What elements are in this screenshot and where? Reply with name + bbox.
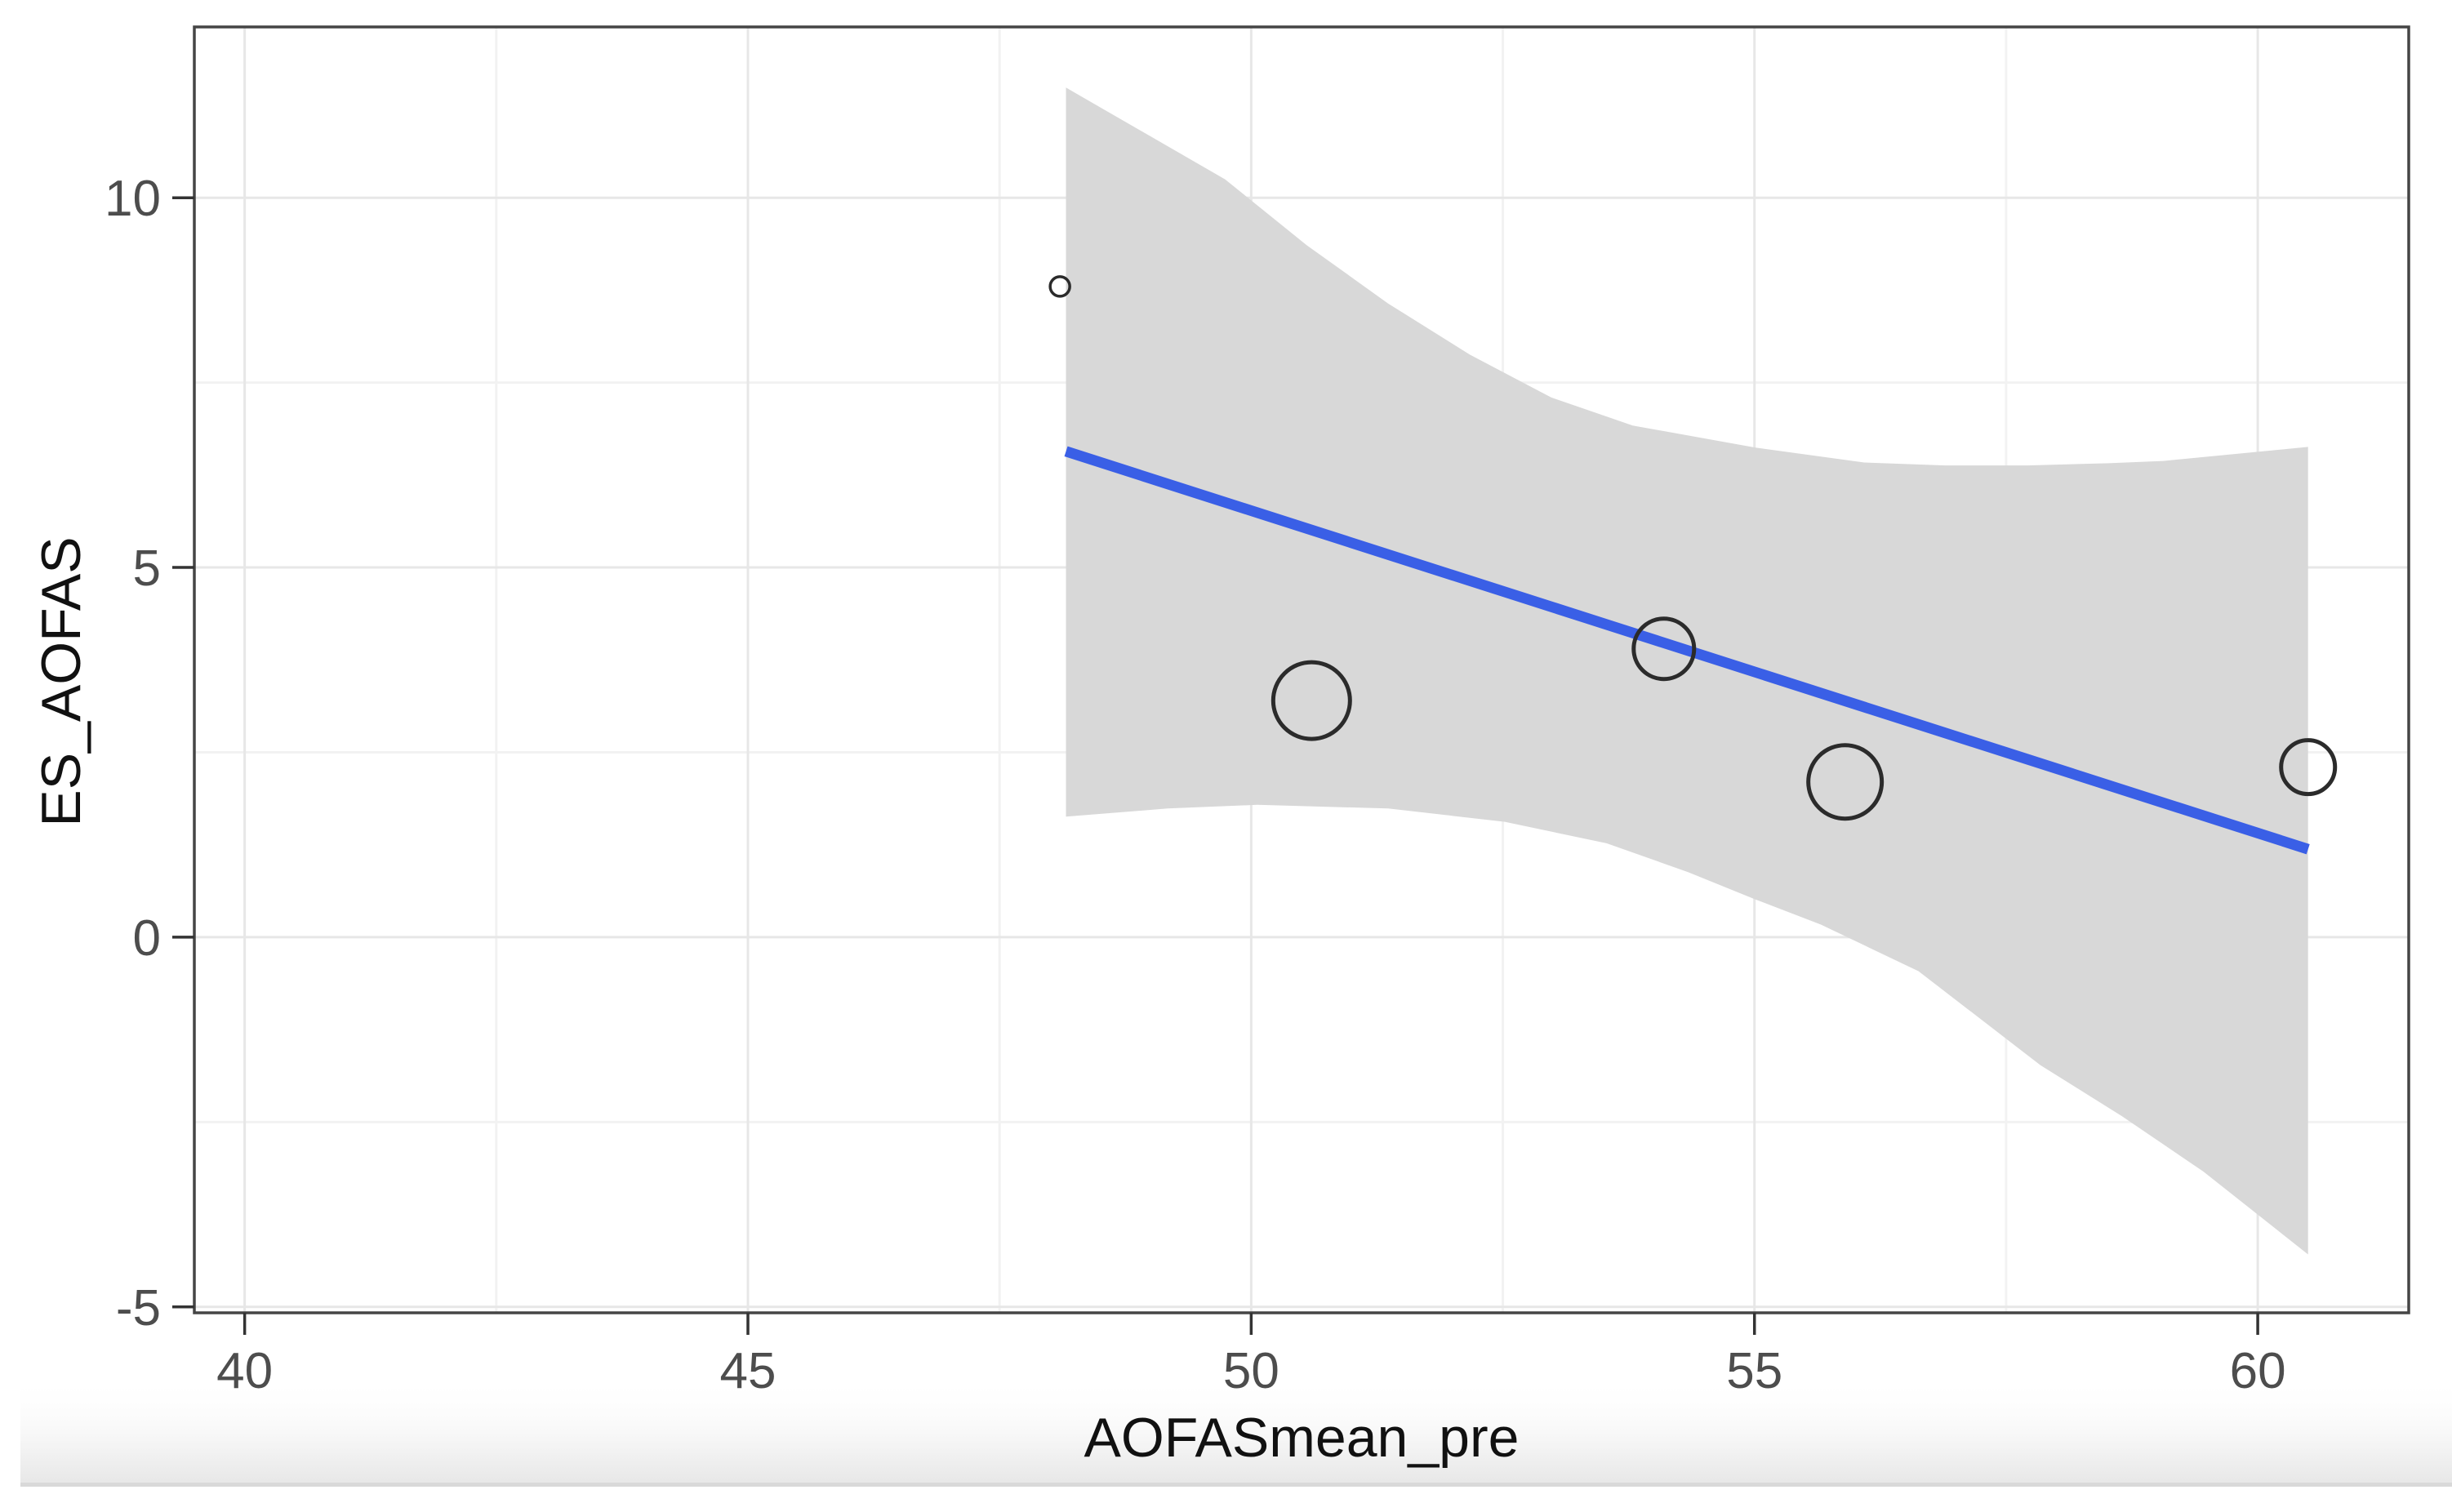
x-tick-labels: 40 45 50 55 60: [216, 1343, 2285, 1399]
y-tick-label: 10: [105, 171, 161, 227]
panel-border: [193, 25, 2410, 1314]
data-point: [1048, 275, 1071, 298]
y-tick-label: -5: [116, 1280, 161, 1336]
image-footer-shadow: [20, 1378, 2452, 1484]
axis-ticks: [172, 196, 2259, 1335]
image-footer-edge: [20, 1483, 2452, 1487]
x-tick-label: 50: [1223, 1343, 1279, 1399]
y-tick-labels: 10 5 0 -5: [105, 171, 161, 1336]
x-tick-label: 45: [720, 1343, 777, 1399]
data-points: [1048, 275, 2338, 821]
data-point: [2279, 738, 2338, 797]
y-tick-label: 0: [133, 910, 161, 967]
regression-line: [1064, 446, 2310, 855]
y-axis-title: ES_AOFAS: [30, 536, 92, 826]
data-point: [1806, 743, 1885, 821]
x-axis-title: AOFASmean_pre: [1084, 1407, 1520, 1469]
x-tick-label: 40: [216, 1343, 273, 1399]
x-tick-label: 55: [1726, 1343, 1782, 1399]
x-tick-label: 60: [2230, 1343, 2286, 1399]
data-point: [1631, 616, 1697, 682]
data-point: [1271, 660, 1352, 741]
y-tick-label: 5: [133, 540, 161, 597]
